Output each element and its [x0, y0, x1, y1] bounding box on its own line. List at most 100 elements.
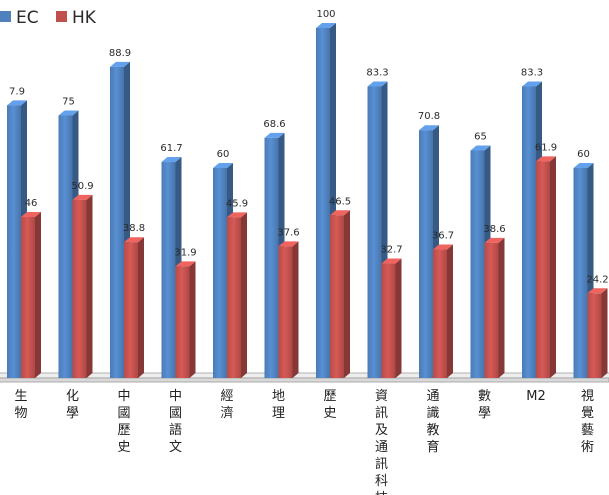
bar-front	[573, 168, 588, 378]
category-label-2: 中國歷史	[117, 389, 130, 455]
value-label-hk-11: 24.2	[586, 274, 608, 285]
bar-top	[72, 194, 93, 200]
bar-front	[470, 150, 485, 378]
bar-top	[7, 100, 27, 106]
bar-hk-1	[72, 194, 93, 378]
bar-top	[381, 258, 402, 264]
bar-top	[124, 237, 144, 243]
bar-side	[447, 244, 453, 378]
category-label-9: 數學	[478, 389, 491, 421]
bar-side	[344, 210, 350, 378]
value-label-ec-1: 75	[62, 97, 75, 108]
bar-front	[419, 130, 433, 378]
legend: EC HK	[0, 8, 97, 28]
bar-top	[316, 23, 336, 28]
bar-side	[601, 288, 608, 378]
bar-top	[330, 210, 350, 216]
category-label-5: 地理	[272, 389, 285, 421]
bar-front	[124, 242, 138, 378]
category-label-3: 中國語文	[169, 389, 182, 455]
bar-top	[470, 145, 491, 151]
value-label-hk-1: 50.9	[71, 181, 93, 192]
value-label-ec-4: 60	[217, 149, 230, 160]
value-label-hk-2: 38.8	[123, 223, 145, 234]
value-label-ec-9: 65	[474, 132, 487, 143]
bar-hk-2	[124, 237, 144, 378]
bar-hk-7	[381, 258, 402, 378]
bar-side	[35, 212, 41, 378]
bar-front	[484, 242, 499, 378]
value-labels: 7.9 46 75 50.9 88.9 38.8 61.7 31.9 60 45.9 68.6 37.…	[9, 9, 609, 285]
bar-top	[573, 163, 594, 168]
bar-front	[367, 86, 382, 378]
bar-front	[175, 266, 190, 378]
bar-top	[419, 125, 439, 131]
category-label-8: 通識教育	[426, 389, 439, 455]
value-label-ec-0: 7.9	[9, 86, 25, 97]
bar-hk-3	[175, 261, 196, 378]
floor-front	[0, 377, 609, 383]
bar-top	[227, 212, 247, 218]
legend-swatch	[56, 11, 67, 22]
bar-side	[498, 237, 505, 378]
bar-hk-11	[587, 288, 608, 378]
value-label-hk-3: 31.9	[174, 247, 196, 258]
category-label-1: 化學	[66, 389, 79, 421]
value-label-ec-5: 68.6	[263, 119, 285, 130]
category-label-7: 資訊及通訊科技	[375, 389, 388, 495]
bar-front	[21, 217, 35, 378]
bar-top	[278, 241, 299, 247]
category-labels: 生物 化學 中國歷史 中國語文 經濟 地理 歷史 資訊及通訊科技 通識教育 數學 M2 視覺藝術	[14, 389, 594, 495]
legend-label: EC	[16, 8, 39, 28]
value-label-hk-4: 45.9	[226, 198, 248, 209]
bar-top	[433, 244, 453, 250]
bar-front	[330, 215, 344, 378]
value-label-hk-0: 46	[25, 198, 38, 209]
category-label-10: M2	[526, 389, 546, 404]
bar-side	[292, 241, 299, 378]
bar-top	[213, 163, 233, 168]
bar-top	[587, 288, 608, 294]
bar-front	[161, 162, 176, 378]
bar-front	[278, 246, 293, 378]
bar-side	[189, 261, 196, 378]
chart-floor	[0, 372, 609, 383]
bar-side	[138, 237, 144, 378]
legend-swatch	[0, 11, 11, 22]
bar-hk-6	[330, 210, 350, 378]
bar-top	[21, 212, 41, 217]
bar-hk-10	[536, 156, 556, 378]
value-label-ec-10: 83.3	[521, 67, 543, 78]
bar-top	[264, 132, 285, 138]
bar-top	[536, 156, 556, 162]
bar-front	[381, 263, 396, 378]
bar-top	[484, 237, 505, 243]
legend-item-hk: HK	[56, 8, 97, 28]
value-label-ec-11: 60	[577, 149, 590, 160]
value-label-hk-10: 61.9	[535, 142, 557, 153]
bar-top	[175, 261, 196, 267]
category-label-4: 經濟	[220, 389, 233, 421]
bar-front	[110, 66, 124, 378]
bar-side	[241, 212, 247, 378]
legend-label: HK	[72, 8, 97, 28]
bar-hk-4	[227, 212, 247, 378]
bar-front	[264, 137, 279, 378]
legend-item-ec: EC	[0, 8, 39, 28]
bar-hk-5	[278, 241, 299, 378]
category-label-0: 生物	[14, 389, 27, 421]
bar-top	[58, 110, 79, 116]
bar-hk-9	[484, 237, 505, 378]
bar-front	[536, 161, 550, 378]
value-label-hk-9: 38.6	[483, 224, 505, 235]
bar-top	[161, 157, 182, 163]
bar-front	[58, 115, 73, 378]
bar-top	[110, 61, 130, 67]
bar-front	[433, 249, 447, 378]
value-label-hk-8: 36.7	[432, 231, 454, 242]
value-label-ec-6: 100	[316, 9, 335, 20]
category-label-6: 歷史	[323, 389, 336, 421]
bar-front	[72, 199, 87, 378]
